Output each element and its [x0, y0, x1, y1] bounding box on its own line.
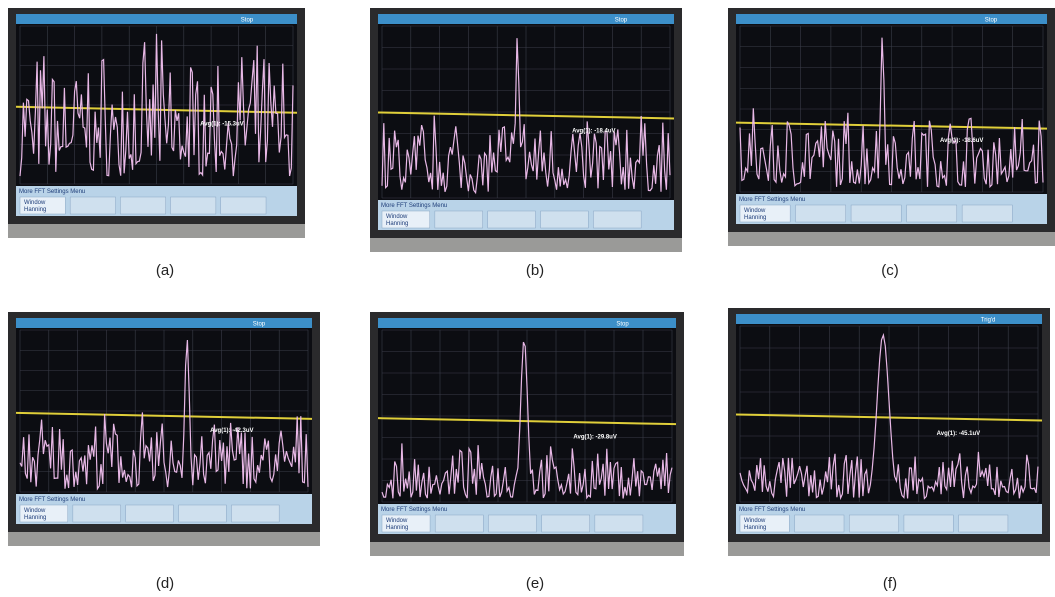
- window-label: Window: [24, 200, 46, 206]
- status-bar: [16, 318, 312, 328]
- scope-photo: Stop Avg(1): -42.3uV More FFT Settings Men…: [8, 312, 320, 592]
- bezel-base: [8, 532, 320, 546]
- bezel-base: [370, 542, 684, 556]
- average-readout: Avg(1): -29.8uV: [573, 434, 616, 440]
- menu-button: [795, 204, 846, 223]
- average-readout: Avg(1): -18.6uV: [940, 138, 983, 144]
- signal-trace: [381, 341, 673, 500]
- menu-button: [594, 514, 644, 533]
- reference-line: [15, 105, 298, 114]
- menu-title: More FFT Settings Menu: [381, 203, 447, 209]
- window-value: Hanning: [744, 215, 766, 221]
- status-text: Stop: [253, 322, 266, 328]
- status-text: Stop: [615, 18, 628, 24]
- window-label: Window: [744, 518, 766, 524]
- status-text: Stop: [616, 322, 629, 328]
- window-value: Hanning: [386, 221, 408, 227]
- window-value: Hanning: [744, 525, 766, 531]
- menu-button: [120, 196, 166, 215]
- menu-button: [19, 504, 68, 523]
- menu-button: [170, 196, 217, 215]
- menu-button: [903, 514, 954, 533]
- menu-button: [125, 504, 174, 523]
- scope-photo: Trig'd Avg(1): -45.1uV More FFT Settings M…: [728, 308, 1050, 592]
- menu-button: [906, 204, 958, 223]
- caption: (e): [526, 575, 544, 592]
- window-label: Window: [386, 214, 408, 220]
- menu-button: [739, 204, 791, 223]
- bezel-base: [8, 224, 305, 238]
- status-bar: [736, 314, 1042, 324]
- menu-button: [381, 210, 430, 229]
- status-bar: [378, 14, 674, 24]
- reference-line: [377, 111, 675, 120]
- caption: (b): [526, 262, 544, 279]
- scope-photo: Stop Avg(1): -15.3uV More FFT Settings Men…: [8, 8, 305, 279]
- menu-button: [739, 514, 790, 533]
- menu-button: [69, 196, 116, 215]
- reference-line: [377, 417, 677, 426]
- menu-button: [434, 210, 483, 229]
- menu-title: More FFT Settings Menu: [19, 497, 85, 503]
- menu-button: [593, 210, 642, 229]
- menu-button: [19, 196, 66, 215]
- menu-button: [487, 210, 536, 229]
- menu-button: [541, 514, 590, 533]
- status-bar: [16, 14, 297, 24]
- menu-button: [961, 204, 1013, 223]
- window-label: Window: [386, 518, 408, 524]
- status-bar: [736, 14, 1047, 24]
- signal-trace: [739, 37, 1044, 189]
- status-text: Trig'd: [981, 318, 996, 324]
- bezel-base: [728, 542, 1050, 556]
- average-readout: Avg(1): -42.3uV: [210, 428, 253, 434]
- caption: (d): [156, 575, 174, 592]
- menu-title: More FFT Settings Menu: [381, 507, 447, 513]
- bezel-base: [370, 238, 682, 252]
- window-label: Window: [24, 508, 46, 514]
- bezel-base: [728, 232, 1055, 246]
- average-readout: Avg(1): -18.4uV: [572, 129, 615, 135]
- menu-title: More FFT Settings Menu: [19, 189, 85, 195]
- signal-trace: [19, 339, 309, 491]
- window-label: Window: [744, 208, 766, 214]
- scope-photo: Stop Avg(1): -18.6uV More FFT Settings Men…: [728, 8, 1055, 279]
- menu-button: [220, 196, 267, 215]
- caption: (f): [883, 575, 897, 592]
- menu-button: [540, 210, 589, 229]
- menu-button: [72, 504, 121, 523]
- menu-button: [434, 514, 484, 533]
- scope-photo: Stop Avg(1): -18.4uV More FFT Settings Men…: [370, 8, 682, 279]
- caption: (a): [156, 262, 174, 279]
- status-bar: [378, 318, 676, 328]
- menu-title: More FFT Settings Menu: [739, 197, 805, 203]
- menu-button: [958, 514, 1009, 533]
- window-value: Hanning: [24, 207, 46, 213]
- menu-button: [794, 514, 845, 533]
- status-text: Stop: [985, 18, 998, 24]
- average-readout: Avg(1): -15.3uV: [200, 122, 243, 128]
- menu-title: More FFT Settings Menu: [739, 507, 805, 513]
- menu-button: [381, 514, 431, 533]
- status-text: Stop: [241, 18, 254, 24]
- menu-button: [488, 514, 537, 533]
- reference-line: [735, 413, 1043, 422]
- menu-button: [231, 504, 280, 523]
- average-readout: Avg(1): -45.1uV: [937, 431, 980, 437]
- window-value: Hanning: [24, 515, 46, 521]
- window-value: Hanning: [386, 525, 408, 531]
- caption: (c): [881, 262, 899, 279]
- reference-line: [15, 411, 313, 420]
- scope-photo: Stop Avg(1): -29.8uV More FFT Settings Men…: [370, 312, 684, 592]
- menu-button: [849, 514, 899, 533]
- menu-button: [850, 204, 902, 223]
- signal-trace: [19, 33, 294, 177]
- signal-trace: [739, 332, 1039, 501]
- signal-trace: [381, 38, 671, 195]
- menu-button: [178, 504, 227, 523]
